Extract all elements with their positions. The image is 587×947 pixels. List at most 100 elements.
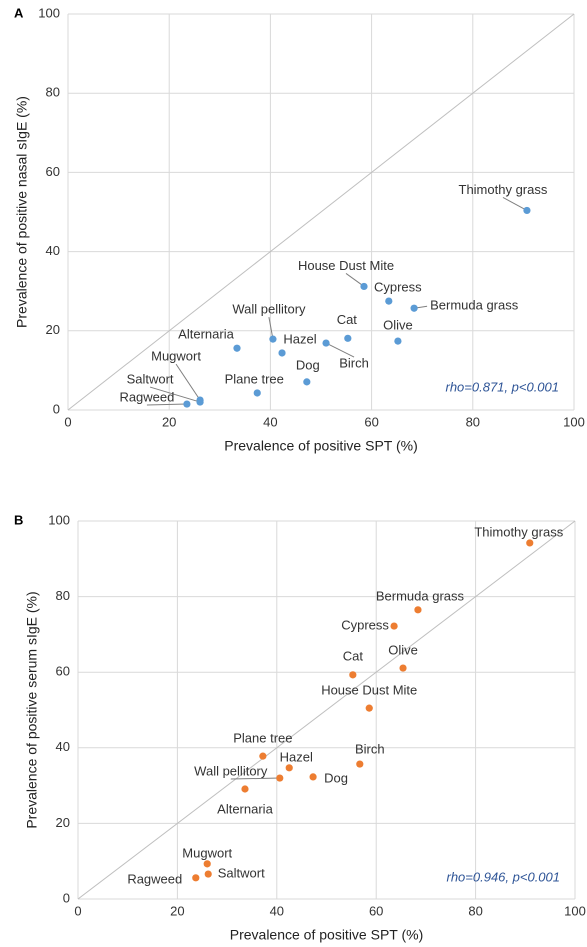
leader-line (345, 273, 365, 287)
point (204, 870, 212, 878)
x-tick-label: 100 (563, 414, 585, 429)
point-label: Birch (339, 356, 369, 371)
point (259, 752, 267, 760)
y-tick-label: 40 (46, 243, 60, 258)
point-label: House Dust Mite (321, 683, 417, 698)
x-tick-label: 0 (74, 903, 81, 918)
point-label: Cypress (374, 280, 422, 295)
x-axis-title: Prevalence of positive SPT (%) (224, 438, 418, 454)
panel-label: B (14, 512, 23, 527)
point-label: Thimothy grass (459, 182, 548, 197)
point-label: Hazel (283, 331, 316, 346)
y-tick-label: 80 (46, 85, 60, 100)
x-tick-label: 40 (263, 414, 277, 429)
identity-line (77, 520, 576, 900)
x-tick-label: 60 (369, 903, 383, 918)
point-label: Cat (337, 312, 358, 327)
x-tick-label: 40 (270, 903, 284, 918)
point (203, 860, 211, 868)
point-label: Saltwort (127, 372, 174, 387)
point-label: Ragweed (127, 871, 182, 886)
point-label: Saltwort (218, 865, 265, 880)
point-label: Mugwort (151, 349, 201, 364)
point-label: Wall pellitory (232, 302, 306, 317)
point (192, 874, 200, 882)
point-label: Cypress (341, 618, 389, 633)
leader-line (502, 196, 528, 211)
point (322, 339, 330, 347)
x-tick-label: 20 (170, 903, 184, 918)
x-tick-label: 0 (64, 414, 71, 429)
point (253, 389, 261, 397)
point-label: Bermuda grass (430, 298, 519, 313)
leader-line (175, 363, 201, 401)
point (414, 606, 422, 614)
x-tick-label: 80 (466, 414, 480, 429)
annotation: rho=0.871, p<0.001 (446, 380, 560, 395)
y-tick-label: 60 (46, 164, 60, 179)
point-label: Ragweed (119, 389, 174, 404)
point-label: Plane tree (225, 371, 284, 386)
y-axis-title: Prevalence of positive serum sIgE (%) (24, 591, 40, 828)
point-label: Plane tree (233, 731, 292, 746)
x-tick-label: 60 (364, 414, 378, 429)
y-tick-label: 0 (63, 890, 70, 905)
point (526, 539, 534, 547)
identity-line (67, 13, 575, 411)
y-tick-label: 100 (48, 512, 70, 527)
point (365, 704, 373, 712)
point-label: Mugwort (182, 845, 232, 860)
point (399, 664, 407, 672)
point-label: Alternaria (178, 327, 234, 342)
point-label: Hazel (280, 749, 313, 764)
point (390, 622, 398, 630)
y-tick-label: 100 (38, 5, 60, 20)
x-tick-label: 20 (162, 414, 176, 429)
leader-line (268, 317, 274, 340)
point (196, 398, 204, 406)
point (269, 335, 277, 343)
panel-label: A (14, 5, 24, 20)
leader-line (149, 386, 201, 403)
y-tick-label: 20 (46, 322, 60, 337)
annotation: rho=0.946, p<0.001 (447, 870, 561, 885)
point (523, 206, 531, 215)
point-label: Alternaria (217, 801, 273, 816)
point-label: Bermuda grass (376, 588, 465, 603)
leader-line (325, 342, 355, 358)
point (233, 344, 241, 352)
point (303, 378, 311, 386)
point-label: Cat (343, 648, 364, 663)
y-tick-label: 20 (56, 815, 70, 830)
point (285, 764, 293, 772)
leader-line (146, 403, 187, 406)
point-label: Olive (383, 318, 413, 333)
point-label: Wall pellitory (194, 763, 268, 778)
point (276, 774, 284, 782)
point (278, 349, 286, 357)
y-axis-title: Prevalence of positive nasal sIgE (%) (14, 96, 30, 328)
point (183, 400, 191, 408)
point-label: Dog (324, 770, 348, 785)
point-label: House Dust Mite (298, 258, 394, 273)
point (344, 334, 352, 342)
x-axis-title: Prevalence of positive SPT (%) (230, 927, 424, 943)
y-tick-label: 60 (56, 664, 70, 679)
y-tick-label: 80 (56, 588, 70, 603)
y-tick-label: 0 (53, 401, 60, 416)
point-label: Thimothy grass (474, 524, 563, 539)
point (356, 760, 364, 768)
point (385, 297, 393, 305)
point-label: Birch (355, 741, 385, 756)
leader-line (230, 777, 280, 780)
point (410, 304, 418, 312)
point (241, 785, 249, 793)
point (360, 282, 368, 291)
point (349, 671, 357, 679)
point-label: Olive (388, 642, 418, 657)
point (394, 337, 402, 345)
point (309, 773, 317, 781)
x-tick-label: 100 (564, 903, 586, 918)
